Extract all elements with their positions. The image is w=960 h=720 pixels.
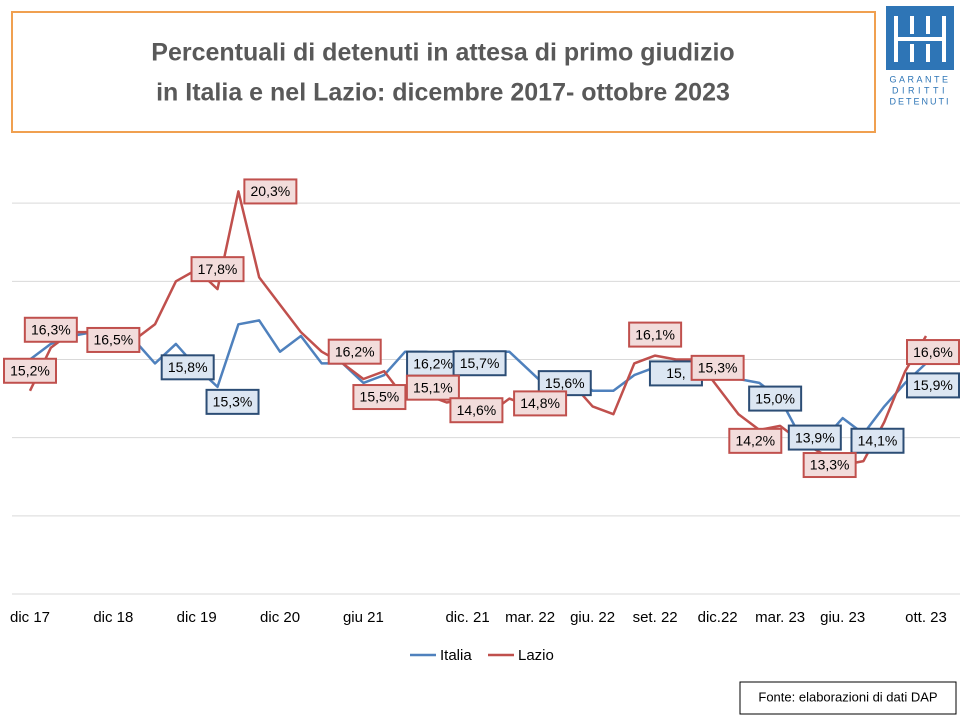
data-label: 15,1% (405, 374, 460, 401)
data-label: 15,8% (160, 354, 215, 381)
logo-text: DIRITTI (892, 85, 948, 95)
data-label: 20,3% (243, 178, 298, 205)
x-tick-label: dic 20 (260, 609, 300, 626)
data-label-text: 15,3% (698, 360, 738, 376)
data-label-box (86, 326, 141, 353)
data-label: 16,1% (628, 321, 683, 348)
data-label: 15,7% (452, 350, 507, 377)
x-tick-label: dic 17 (10, 609, 50, 626)
data-label: 15,0% (748, 385, 803, 412)
data-label-text: 15,6% (545, 375, 585, 391)
title-box (11, 11, 876, 133)
data-label-box (513, 390, 568, 417)
line-italia (29, 319, 927, 443)
data-label-text: 16,5% (93, 332, 133, 348)
x-tick-label: mar. 23 (755, 609, 805, 626)
data-label-box (728, 427, 783, 454)
data-label: 14,2% (728, 427, 783, 454)
x-tick-label: ott. 23 (905, 609, 947, 626)
data-label-box (906, 372, 960, 399)
logo-text: GARANTE (889, 74, 950, 84)
data-label-box (243, 178, 298, 205)
data-label-text: 17,8% (198, 261, 238, 277)
data-label-box (787, 424, 842, 451)
x-tick-label: mar. 22 (505, 609, 555, 626)
x-tick-label: dic.22 (698, 609, 738, 626)
data-label-text: 15,8% (168, 359, 208, 375)
data-label-box (850, 427, 905, 454)
data-label-text: 16,3% (31, 321, 71, 337)
data-label-box (205, 388, 260, 415)
x-tick-label: giu. 22 (570, 609, 615, 626)
data-label-box (449, 397, 504, 424)
data-label-text: 15,3% (213, 394, 253, 410)
data-label-text: 15,7% (460, 355, 500, 371)
data-label-text: 16,2% (335, 343, 375, 359)
data-label: 15,9% (906, 372, 960, 399)
data-label-box (802, 452, 857, 479)
data-label-text: 14,8% (520, 395, 560, 411)
data-label: 16,6% (906, 339, 960, 366)
data-label: 15,3% (205, 388, 260, 415)
data-label: 15,3% (690, 354, 745, 381)
data-label-text: 14,6% (457, 402, 497, 418)
x-tick-label: set. 22 (633, 609, 678, 626)
logo-text: DETENUTI (890, 96, 951, 106)
x-tick-label: giu. 23 (820, 609, 865, 626)
data-label: 13,3% (802, 452, 857, 479)
data-label: 15,2% (3, 357, 57, 384)
data-label-box (628, 321, 683, 348)
data-label-box (327, 338, 382, 365)
data-label: 14,1% (850, 427, 905, 454)
data-label-box (160, 354, 215, 381)
logo: GARANTE DIRITTI DETENUTI (886, 6, 954, 106)
data-label-box (352, 384, 407, 411)
data-label-text: 16,6% (913, 344, 953, 360)
data-label: 13,9% (787, 424, 842, 451)
data-label-box (190, 256, 245, 283)
line-lazio (28, 190, 928, 467)
data-label: 14,6% (449, 397, 504, 424)
data-label-text: 15,1% (413, 379, 453, 395)
data-label-text: 15, (666, 365, 685, 381)
x-tick-label: dic 18 (93, 609, 133, 626)
data-label-text: 13,9% (795, 429, 835, 445)
data-label-text: 13,3% (810, 457, 850, 473)
data-label-text: 15,5% (360, 389, 400, 405)
data-label: 16,3% (23, 316, 78, 343)
chart-title: in Italia e nel Lazio: dicembre 2017- ot… (156, 79, 730, 107)
data-label-text: 14,1% (858, 432, 898, 448)
data-label-text: 14,2% (735, 433, 775, 449)
data-label-box (690, 354, 745, 381)
data-label: 16,2% (406, 350, 461, 377)
legend-label: Italia (440, 647, 472, 664)
data-label: 17,8% (190, 256, 245, 283)
x-tick-label: giu 21 (343, 609, 384, 626)
chart-title: Percentuali di detenuti in attesa di pri… (151, 39, 734, 67)
logo-mark (894, 16, 946, 62)
data-label-box (748, 385, 803, 412)
data-label-box (452, 350, 507, 377)
data-label-box (405, 374, 460, 401)
data-label-text: 15,2% (10, 362, 50, 378)
data-label: 16,5% (86, 326, 141, 353)
x-tick-label: dic. 21 (445, 609, 489, 626)
legend-label: Lazio (518, 647, 554, 664)
data-label-box (406, 350, 461, 377)
data-label-text: 16,1% (635, 326, 675, 342)
data-label-text: 20,3% (251, 183, 291, 199)
data-label-text: 16,2% (413, 355, 453, 371)
data-label-box (906, 339, 960, 366)
data-label-text: 15,9% (913, 377, 953, 393)
x-tick-label: dic 19 (177, 609, 217, 626)
source-box (739, 681, 957, 715)
data-label-box (23, 316, 78, 343)
source: Fonte: elaborazioni di dati DAP (758, 689, 937, 704)
data-label: 14,8% (513, 390, 568, 417)
data-label: 15,5% (352, 384, 407, 411)
data-label-box (3, 357, 57, 384)
data-label-text: 15,0% (755, 390, 795, 406)
data-label: 16,2% (327, 338, 382, 365)
